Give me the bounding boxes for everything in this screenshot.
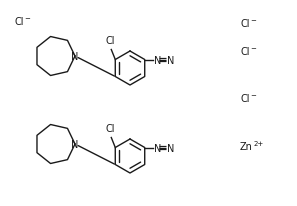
Text: 2+: 2+ — [254, 140, 264, 146]
Text: N: N — [154, 55, 161, 65]
Text: −: − — [250, 46, 256, 52]
Text: Cl: Cl — [240, 94, 249, 103]
Text: Cl: Cl — [14, 17, 23, 27]
Text: −: − — [250, 92, 256, 98]
Text: Cl: Cl — [105, 124, 115, 134]
Text: N: N — [167, 143, 175, 153]
Text: N: N — [71, 139, 79, 149]
Text: Cl: Cl — [240, 19, 249, 29]
Text: −: − — [24, 16, 30, 22]
Text: Cl: Cl — [240, 47, 249, 57]
Text: Zn: Zn — [240, 141, 253, 151]
Text: N: N — [154, 143, 161, 153]
Text: N: N — [71, 52, 79, 62]
Text: N: N — [167, 55, 175, 65]
Text: Cl: Cl — [105, 36, 115, 46]
Text: −: − — [250, 18, 256, 24]
